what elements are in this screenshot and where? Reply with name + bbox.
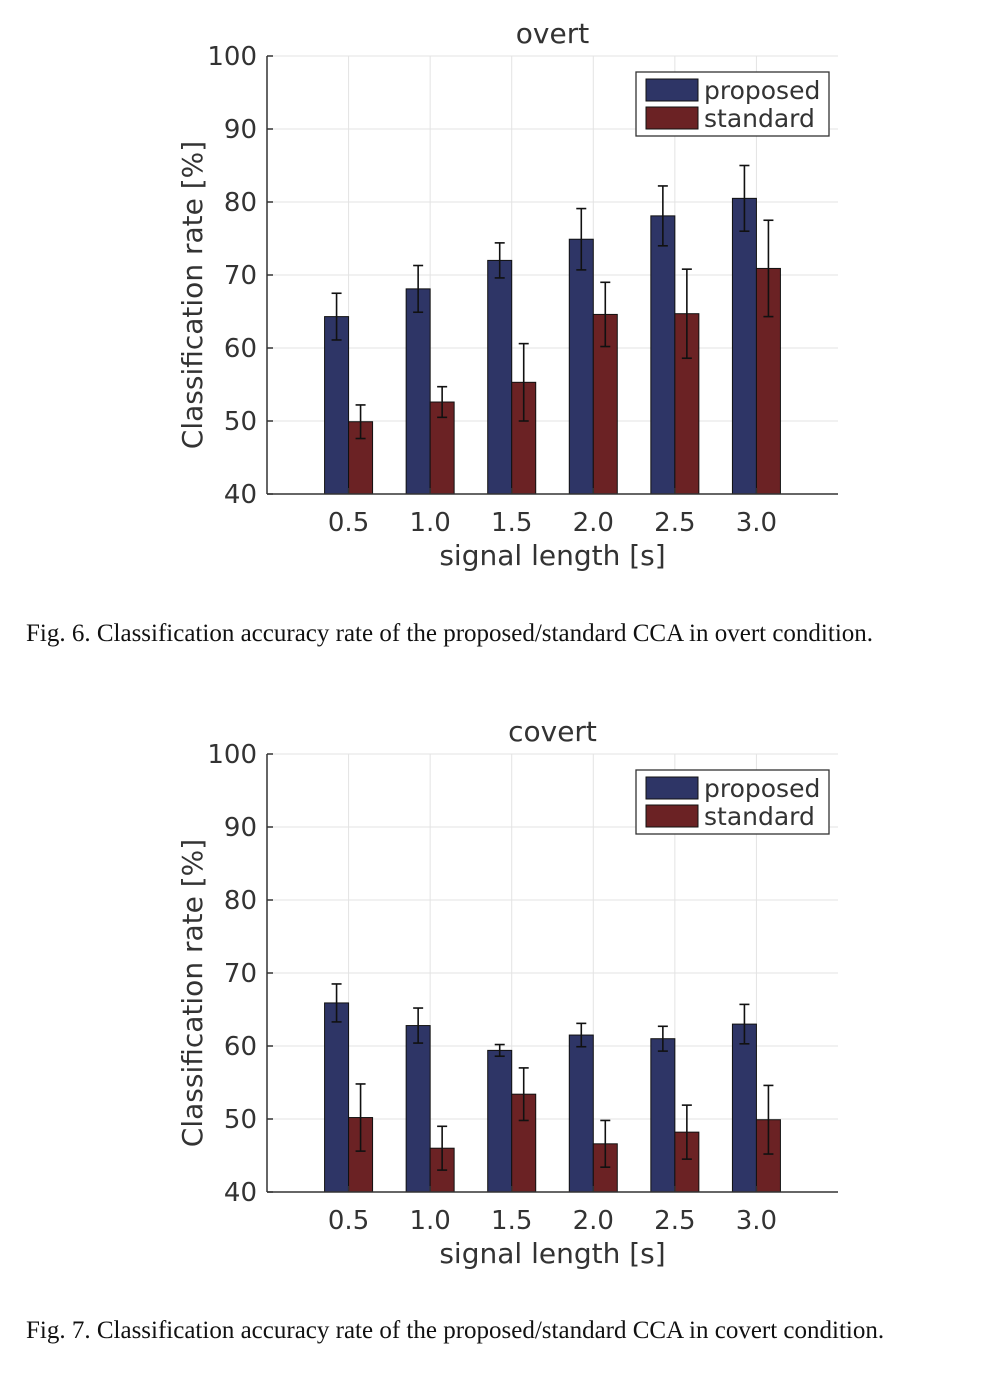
bar-proposed-2.5 [650, 1038, 676, 1193]
y-axis-label: Classification rate [%] [176, 839, 209, 1147]
y-tick-label: 70 [224, 959, 257, 989]
series-proposed [324, 983, 757, 1193]
chart-title: covert [508, 715, 597, 748]
legend-swatch-standard [645, 106, 699, 130]
y-tick-label: 40 [224, 1178, 257, 1208]
x-tick-label: 3.0 [736, 1206, 777, 1236]
bar-proposed-3.0 [731, 1023, 757, 1193]
bar-proposed-2.0 [568, 1034, 594, 1193]
x-tick-label: 0.5 [328, 508, 369, 538]
x-tick-label: 2.0 [573, 508, 614, 538]
x-tick-label: 1.0 [409, 1206, 450, 1236]
y-tick-label: 80 [224, 886, 257, 916]
figure-caption-6: Fig. 6. Classification accuracy rate of … [26, 620, 874, 647]
overt-chart: 40 50 60 70 80 90 100 0.5 1.0 1.5 2.0 2.5 3.0 overt si… [176, 17, 838, 572]
y-tick-label: 60 [224, 1032, 257, 1062]
y-tick-label: 80 [224, 188, 257, 218]
bar-proposed-2.5 [650, 215, 676, 495]
y-axis-label: Classification rate [%] [176, 141, 209, 449]
x-tick-label: 0.5 [328, 1206, 369, 1236]
x-tick-label: 3.0 [736, 508, 777, 538]
y-tick-label: 100 [207, 42, 257, 72]
x-tick-label: 1.5 [491, 508, 532, 538]
bar-proposed-0.5 [324, 1002, 350, 1193]
x-tick-label: 2.5 [654, 508, 695, 538]
x-axis-label: signal length [s] [439, 539, 665, 572]
legend-label-standard: standard [704, 802, 815, 831]
x-tick-label: 2.0 [573, 1206, 614, 1236]
legend-label-proposed: proposed [704, 76, 820, 105]
x-tick-label: 1.0 [409, 508, 450, 538]
y-tick-label: 90 [224, 813, 257, 843]
y-tick-label: 40 [224, 480, 257, 510]
legend-swatch-proposed [645, 776, 699, 800]
series-standard [348, 1067, 781, 1193]
y-tick-label: 90 [224, 115, 257, 145]
legend-swatch-standard [645, 804, 699, 828]
bar-proposed-1.5 [487, 1049, 513, 1193]
figure-caption-7: Fig. 7. Classification accuracy rate of … [26, 1317, 885, 1344]
legend-label-proposed: proposed [704, 774, 820, 803]
y-tick-label: 70 [224, 261, 257, 291]
legend-swatch-proposed [645, 78, 699, 102]
y-tick-label: 100 [207, 740, 257, 770]
chart-title: overt [516, 17, 589, 50]
y-tick-label: 60 [224, 334, 257, 364]
legend-label-standard: standard [704, 104, 815, 133]
bar-proposed-1.5 [487, 259, 513, 495]
bar-proposed-1.0 [405, 288, 431, 495]
covert-chart: 40 50 60 70 80 90 100 0.5 1.0 1.5 2.0 2.5 3.0 covert s… [176, 715, 838, 1270]
bar-proposed-3.0 [731, 197, 757, 495]
x-tick-label: 1.5 [491, 1206, 532, 1236]
series-standard [348, 219, 781, 495]
bar-proposed-1.0 [405, 1025, 431, 1193]
y-tick-label: 50 [224, 407, 257, 437]
y-tick-label: 50 [224, 1105, 257, 1135]
bar-proposed-2.0 [568, 238, 594, 495]
bar-proposed-0.5 [324, 316, 350, 495]
x-axis-label: signal length [s] [439, 1237, 665, 1270]
series-proposed [324, 164, 757, 495]
x-tick-label: 2.5 [654, 1206, 695, 1236]
